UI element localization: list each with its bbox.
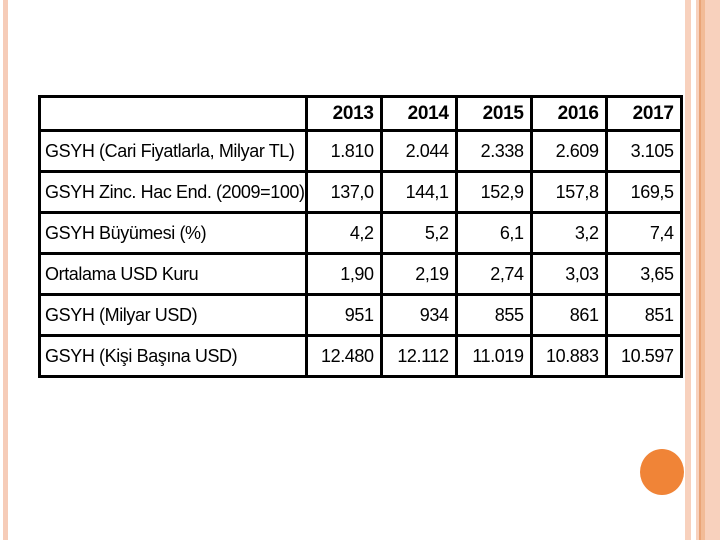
left-edge-stripe: [3, 0, 8, 540]
year-header: 2016: [529, 95, 608, 132]
cell-value: 10.883: [529, 334, 608, 378]
cell-value: 144,1: [379, 170, 458, 214]
cell-value: 861: [529, 293, 608, 337]
table-row: GSYH (Milyar USD) 951 934 855 861 851: [38, 293, 683, 337]
cell-value: 11.019: [454, 334, 533, 378]
table-row: Ortalama USD Kuru 1,90 2,19 2,74 3,03 3,…: [38, 252, 683, 296]
table-header-row: 2013 2014 2015 2016 2017: [38, 95, 683, 132]
right-edge-stripe: [699, 0, 701, 540]
cell-value: 2,19: [379, 252, 458, 296]
cell-value: 3,65: [604, 252, 683, 296]
cell-value: 1.810: [304, 129, 383, 173]
cell-value: 851: [604, 293, 683, 337]
row-label: GSYH (Milyar USD): [38, 293, 308, 337]
cell-value: 12.112: [379, 334, 458, 378]
cell-value: 7,4: [604, 211, 683, 255]
table-row: GSYH Büyümesi (%) 4,2 5,2 6,1 3,2 7,4: [38, 211, 683, 255]
right-edge-stripe: [685, 0, 691, 540]
cell-value: 4,2: [304, 211, 383, 255]
cell-value: 2.044: [379, 129, 458, 173]
year-header: 2017: [604, 95, 683, 132]
corner-cell: [38, 95, 308, 132]
cell-value: 12.480: [304, 334, 383, 378]
row-label: GSYH Zinc. Hac End. (2009=100): [38, 170, 308, 214]
cell-value: 3,03: [529, 252, 608, 296]
gdp-data-table: 2013 2014 2015 2016 2017 GSYH (Cari Fiya…: [38, 95, 683, 378]
cell-value: 6,1: [454, 211, 533, 255]
cell-value: 934: [379, 293, 458, 337]
cell-value: 3.105: [604, 129, 683, 173]
year-header: 2015: [454, 95, 533, 132]
row-label: GSYH (Cari Fiyatlarla, Milyar TL): [38, 129, 308, 173]
row-label: GSYH Büyümesi (%): [38, 211, 308, 255]
right-edge-stripe: [701, 0, 705, 540]
right-edge-stripe: [705, 0, 720, 540]
cell-value: 5,2: [379, 211, 458, 255]
year-header: 2014: [379, 95, 458, 132]
row-label: Ortalama USD Kuru: [38, 252, 308, 296]
cell-value: 1,90: [304, 252, 383, 296]
cell-value: 3,2: [529, 211, 608, 255]
cell-value: 2,74: [454, 252, 533, 296]
cell-value: 855: [454, 293, 533, 337]
cell-value: 2.338: [454, 129, 533, 173]
table-row: GSYH (Kişi Başına USD) 12.480 12.112 11.…: [38, 334, 683, 378]
cell-value: 2.609: [529, 129, 608, 173]
cell-value: 10.597: [604, 334, 683, 378]
right-edge-stripe: [696, 0, 699, 540]
cell-value: 169,5: [604, 170, 683, 214]
cell-value: 137,0: [304, 170, 383, 214]
row-label: GSYH (Kişi Başına USD): [38, 334, 308, 378]
year-header: 2013: [304, 95, 383, 132]
table-row: GSYH (Cari Fiyatlarla, Milyar TL) 1.810 …: [38, 129, 683, 173]
cell-value: 157,8: [529, 170, 608, 214]
cell-value: 951: [304, 293, 383, 337]
cell-value: 152,9: [454, 170, 533, 214]
table-row: GSYH Zinc. Hac End. (2009=100) 137,0 144…: [38, 170, 683, 214]
orange-circle-decoration: [640, 449, 684, 495]
